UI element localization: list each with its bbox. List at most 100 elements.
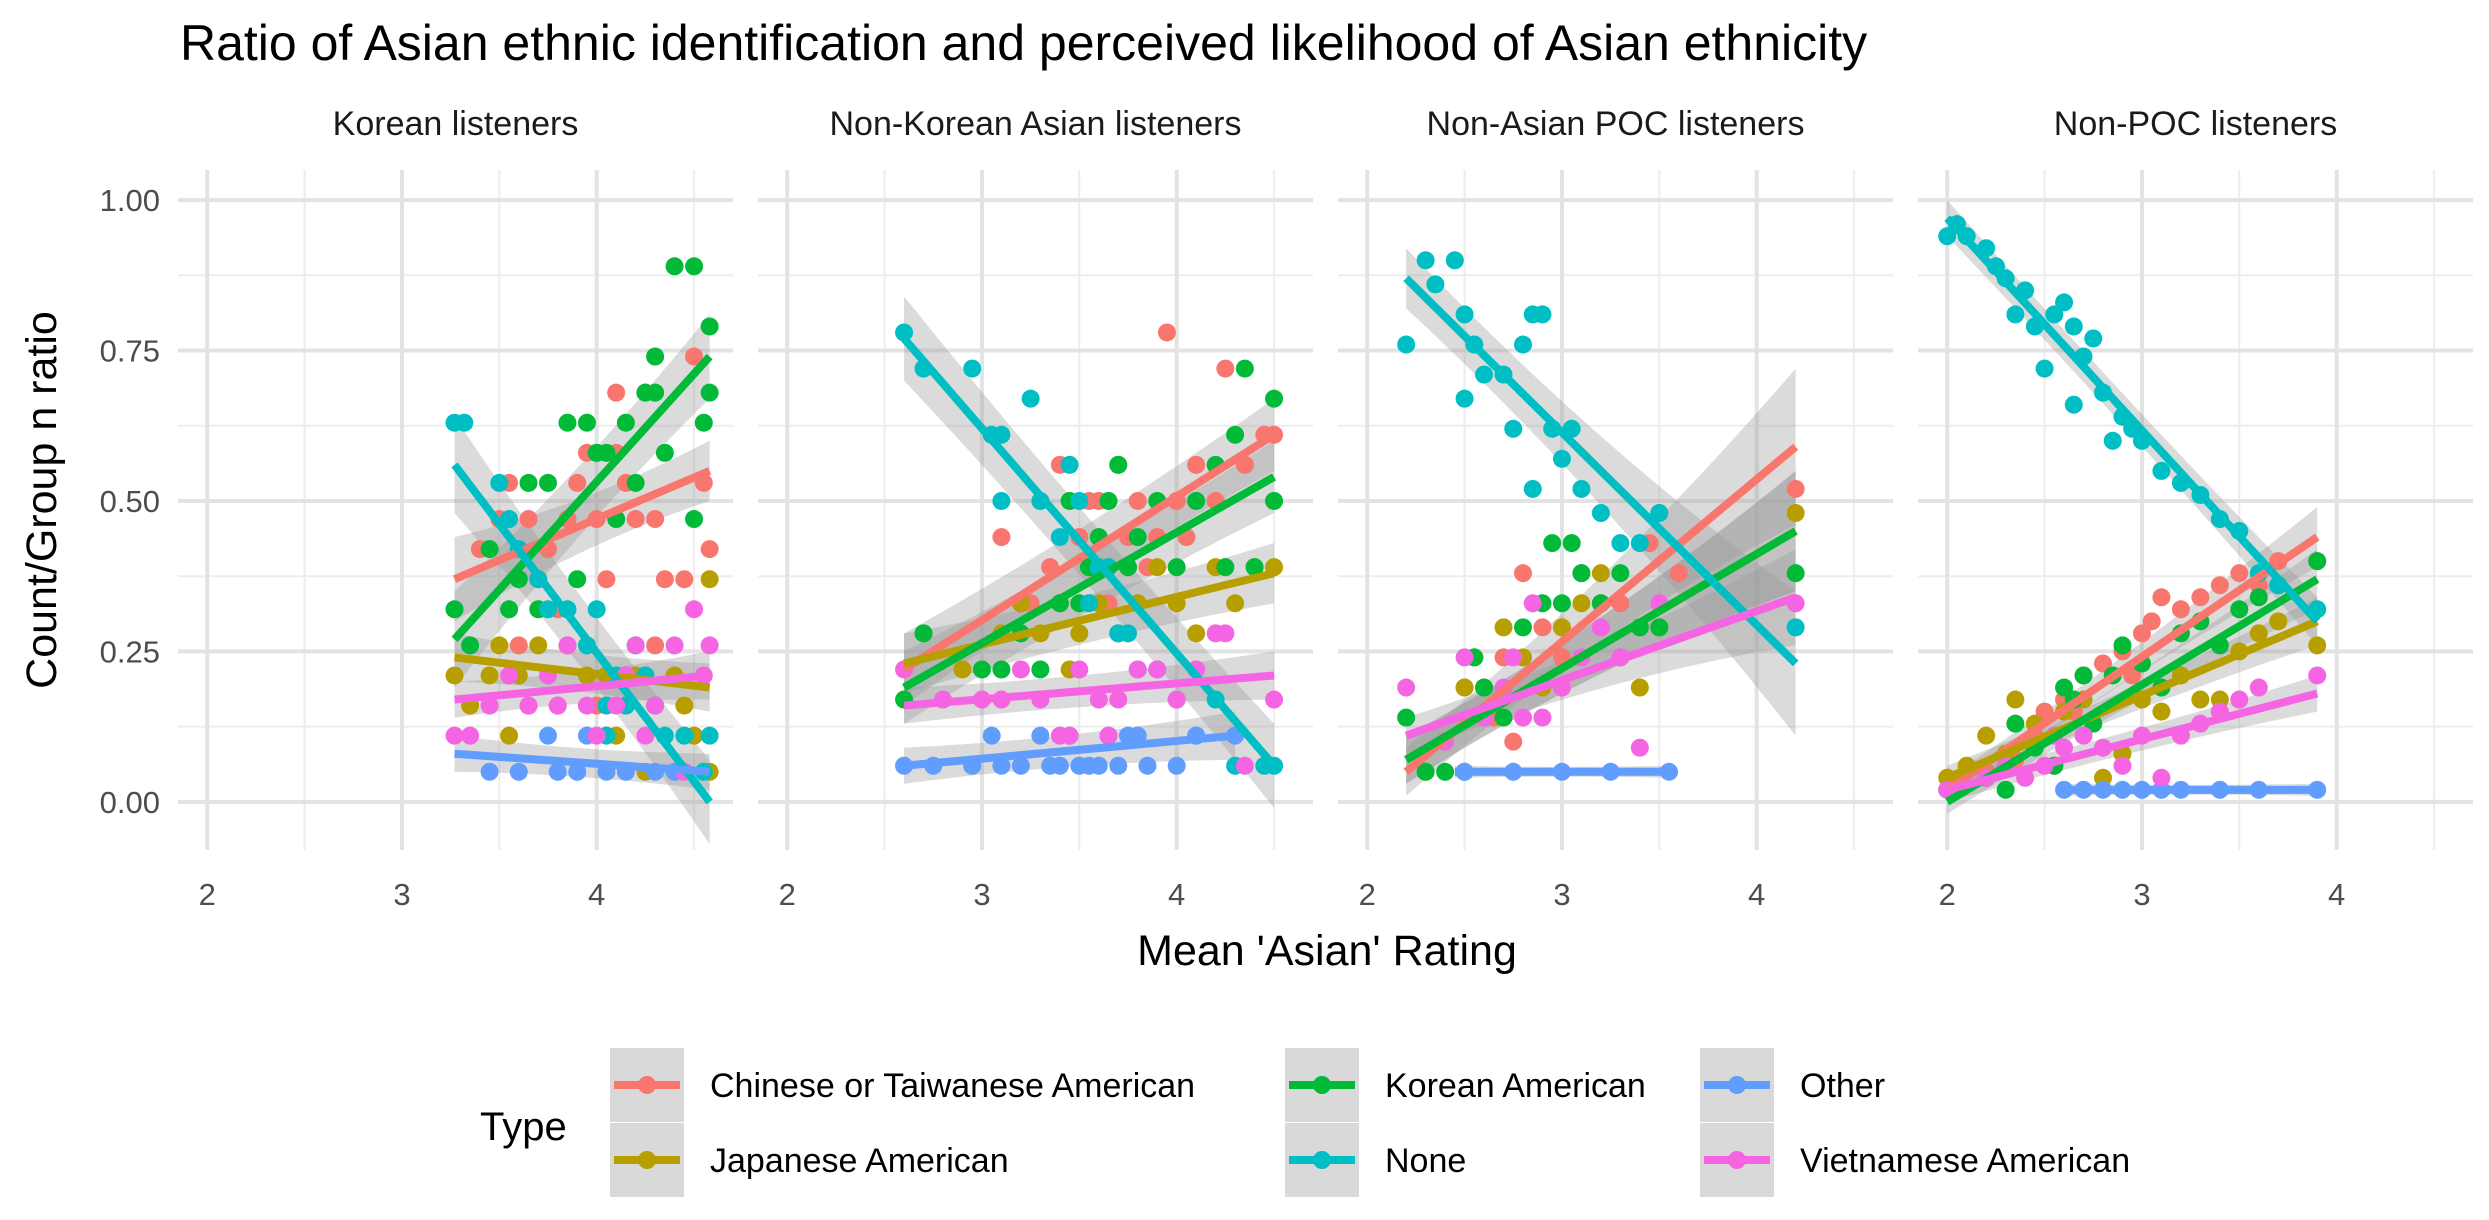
point-chinese-or-taiwanese-american (1533, 618, 1552, 637)
point-korean-american (646, 383, 665, 402)
point-korean-american (1996, 780, 2015, 799)
point-korean-american (685, 510, 704, 529)
point-none (675, 726, 694, 745)
point-chinese-or-taiwanese-american (700, 540, 719, 559)
fit-line-none (451, 462, 713, 805)
point-japanese-american (1187, 624, 1206, 643)
point-japanese-american (2191, 690, 2210, 709)
x-tick-label: 2 (779, 877, 796, 912)
point-none (1938, 227, 1957, 246)
fit-line-korean-american (902, 473, 1277, 691)
point-japanese-american (1977, 726, 1996, 745)
point-chinese-or-taiwanese-american (2152, 588, 2171, 607)
point-korean-american (2113, 636, 2132, 655)
point-none (539, 600, 557, 619)
point-none (1552, 449, 1571, 468)
legend-key-point (1313, 1076, 1331, 1094)
point-chinese-or-taiwanese-american (2132, 624, 2151, 643)
point-none (1060, 455, 1079, 474)
point-japanese-american (1630, 678, 1649, 697)
point-chinese-or-taiwanese-american (675, 570, 694, 589)
point-chinese-or-taiwanese-american (509, 636, 528, 655)
legend-label: Chinese or Taiwanese American (710, 1067, 1195, 1105)
point-korean-american (445, 600, 464, 619)
point-vietnamese-american (1591, 618, 1610, 637)
point-japanese-american (1494, 618, 1513, 637)
point-korean-american (2308, 552, 2327, 571)
point-chinese-or-taiwanese-american (646, 510, 665, 529)
point-korean-american (1611, 564, 1630, 583)
point-none (2084, 329, 2103, 348)
point-chinese-or-taiwanese-american (646, 636, 665, 655)
point-chinese-or-taiwanese-american (607, 383, 626, 402)
legend-item-japanese-american: Japanese American (610, 1123, 1009, 1197)
point-vietnamese-american (646, 696, 665, 715)
point-korean-american (1650, 618, 1669, 637)
point-japanese-american (2006, 690, 2025, 709)
x-tick-label: 2 (1359, 877, 1376, 912)
point-vietnamese-american (2249, 678, 2268, 697)
point-vietnamese-american (1265, 690, 1284, 709)
point-korean-american (1167, 558, 1186, 577)
point-none (1050, 528, 1069, 547)
point-korean-american (558, 413, 577, 432)
point-other (480, 762, 499, 781)
point-vietnamese-american (2055, 738, 2074, 757)
point-vietnamese-american (626, 636, 645, 655)
point-japanese-american (445, 666, 464, 685)
point-japanese-american (675, 696, 694, 715)
point-japanese-american (1226, 594, 1245, 613)
panel-non-korean-asian-listeners: Non-Korean Asian listeners 2 3 4 (758, 105, 1313, 912)
x-tick-label: 3 (393, 877, 410, 912)
y-axis-label: Count/Group n ratio (18, 311, 66, 689)
facet-label: Korean listeners (333, 105, 579, 143)
point-japanese-american (1148, 558, 1167, 577)
point-other (1109, 756, 1128, 775)
point-none (2064, 317, 2083, 336)
point-korean-american (1099, 491, 1118, 510)
point-other (568, 762, 587, 781)
point-other (1138, 756, 1157, 775)
point-korean-american (700, 317, 719, 336)
point-vietnamese-american (519, 696, 538, 715)
point-korean-american (1436, 762, 1455, 781)
point-korean-american (1128, 528, 1147, 547)
legend-label: Korean American (1385, 1067, 1646, 1105)
fit-line-vietnamese-american (454, 671, 711, 704)
point-korean-american (2230, 600, 2249, 619)
point-chinese-or-taiwanese-american (1128, 491, 1147, 510)
point-chinese-or-taiwanese-american (1669, 564, 1688, 583)
fit-line-japanese-american (1945, 617, 2319, 782)
point-none (1416, 251, 1435, 270)
point-japanese-american (2249, 624, 2268, 643)
point-korean-american (539, 473, 557, 492)
point-chinese-or-taiwanese-american (2210, 576, 2229, 595)
panel-non-asian-poc-listeners: Non-Asian POC listeners 2 3 4 (1338, 105, 1893, 912)
point-chinese-or-taiwanese-american (2171, 600, 2190, 619)
point-japanese-american (1552, 618, 1571, 637)
point-vietnamese-american (1167, 690, 1186, 709)
legend-item-vietnamese-american: Vietnamese American (1700, 1123, 2130, 1197)
fit-line-other (903, 731, 1236, 770)
point-vietnamese-american (1148, 660, 1167, 679)
point-vietnamese-american (1630, 738, 1649, 757)
legend-key-point (638, 1151, 656, 1169)
y-tick-label: 0.50 (100, 484, 160, 519)
x-tick-label: 4 (1748, 877, 1765, 912)
point-vietnamese-american (1128, 660, 1147, 679)
point-other (509, 762, 528, 781)
point-japanese-american (1591, 564, 1610, 583)
point-none (1070, 491, 1089, 510)
x-tick-label: 2 (199, 877, 216, 912)
legend-item-korean-american: Korean American (1285, 1048, 1646, 1122)
point-none (490, 473, 509, 492)
point-vietnamese-american (1089, 690, 1108, 709)
chart-title: Ratio of Asian ethnic identification and… (180, 15, 1867, 71)
point-korean-american (1235, 359, 1254, 378)
point-korean-american (568, 570, 587, 589)
point-vietnamese-american (548, 696, 567, 715)
point-chinese-or-taiwanese-american (992, 528, 1011, 547)
point-chinese-or-taiwanese-american (626, 510, 645, 529)
point-korean-american (2074, 666, 2093, 685)
point-none (1475, 365, 1494, 384)
